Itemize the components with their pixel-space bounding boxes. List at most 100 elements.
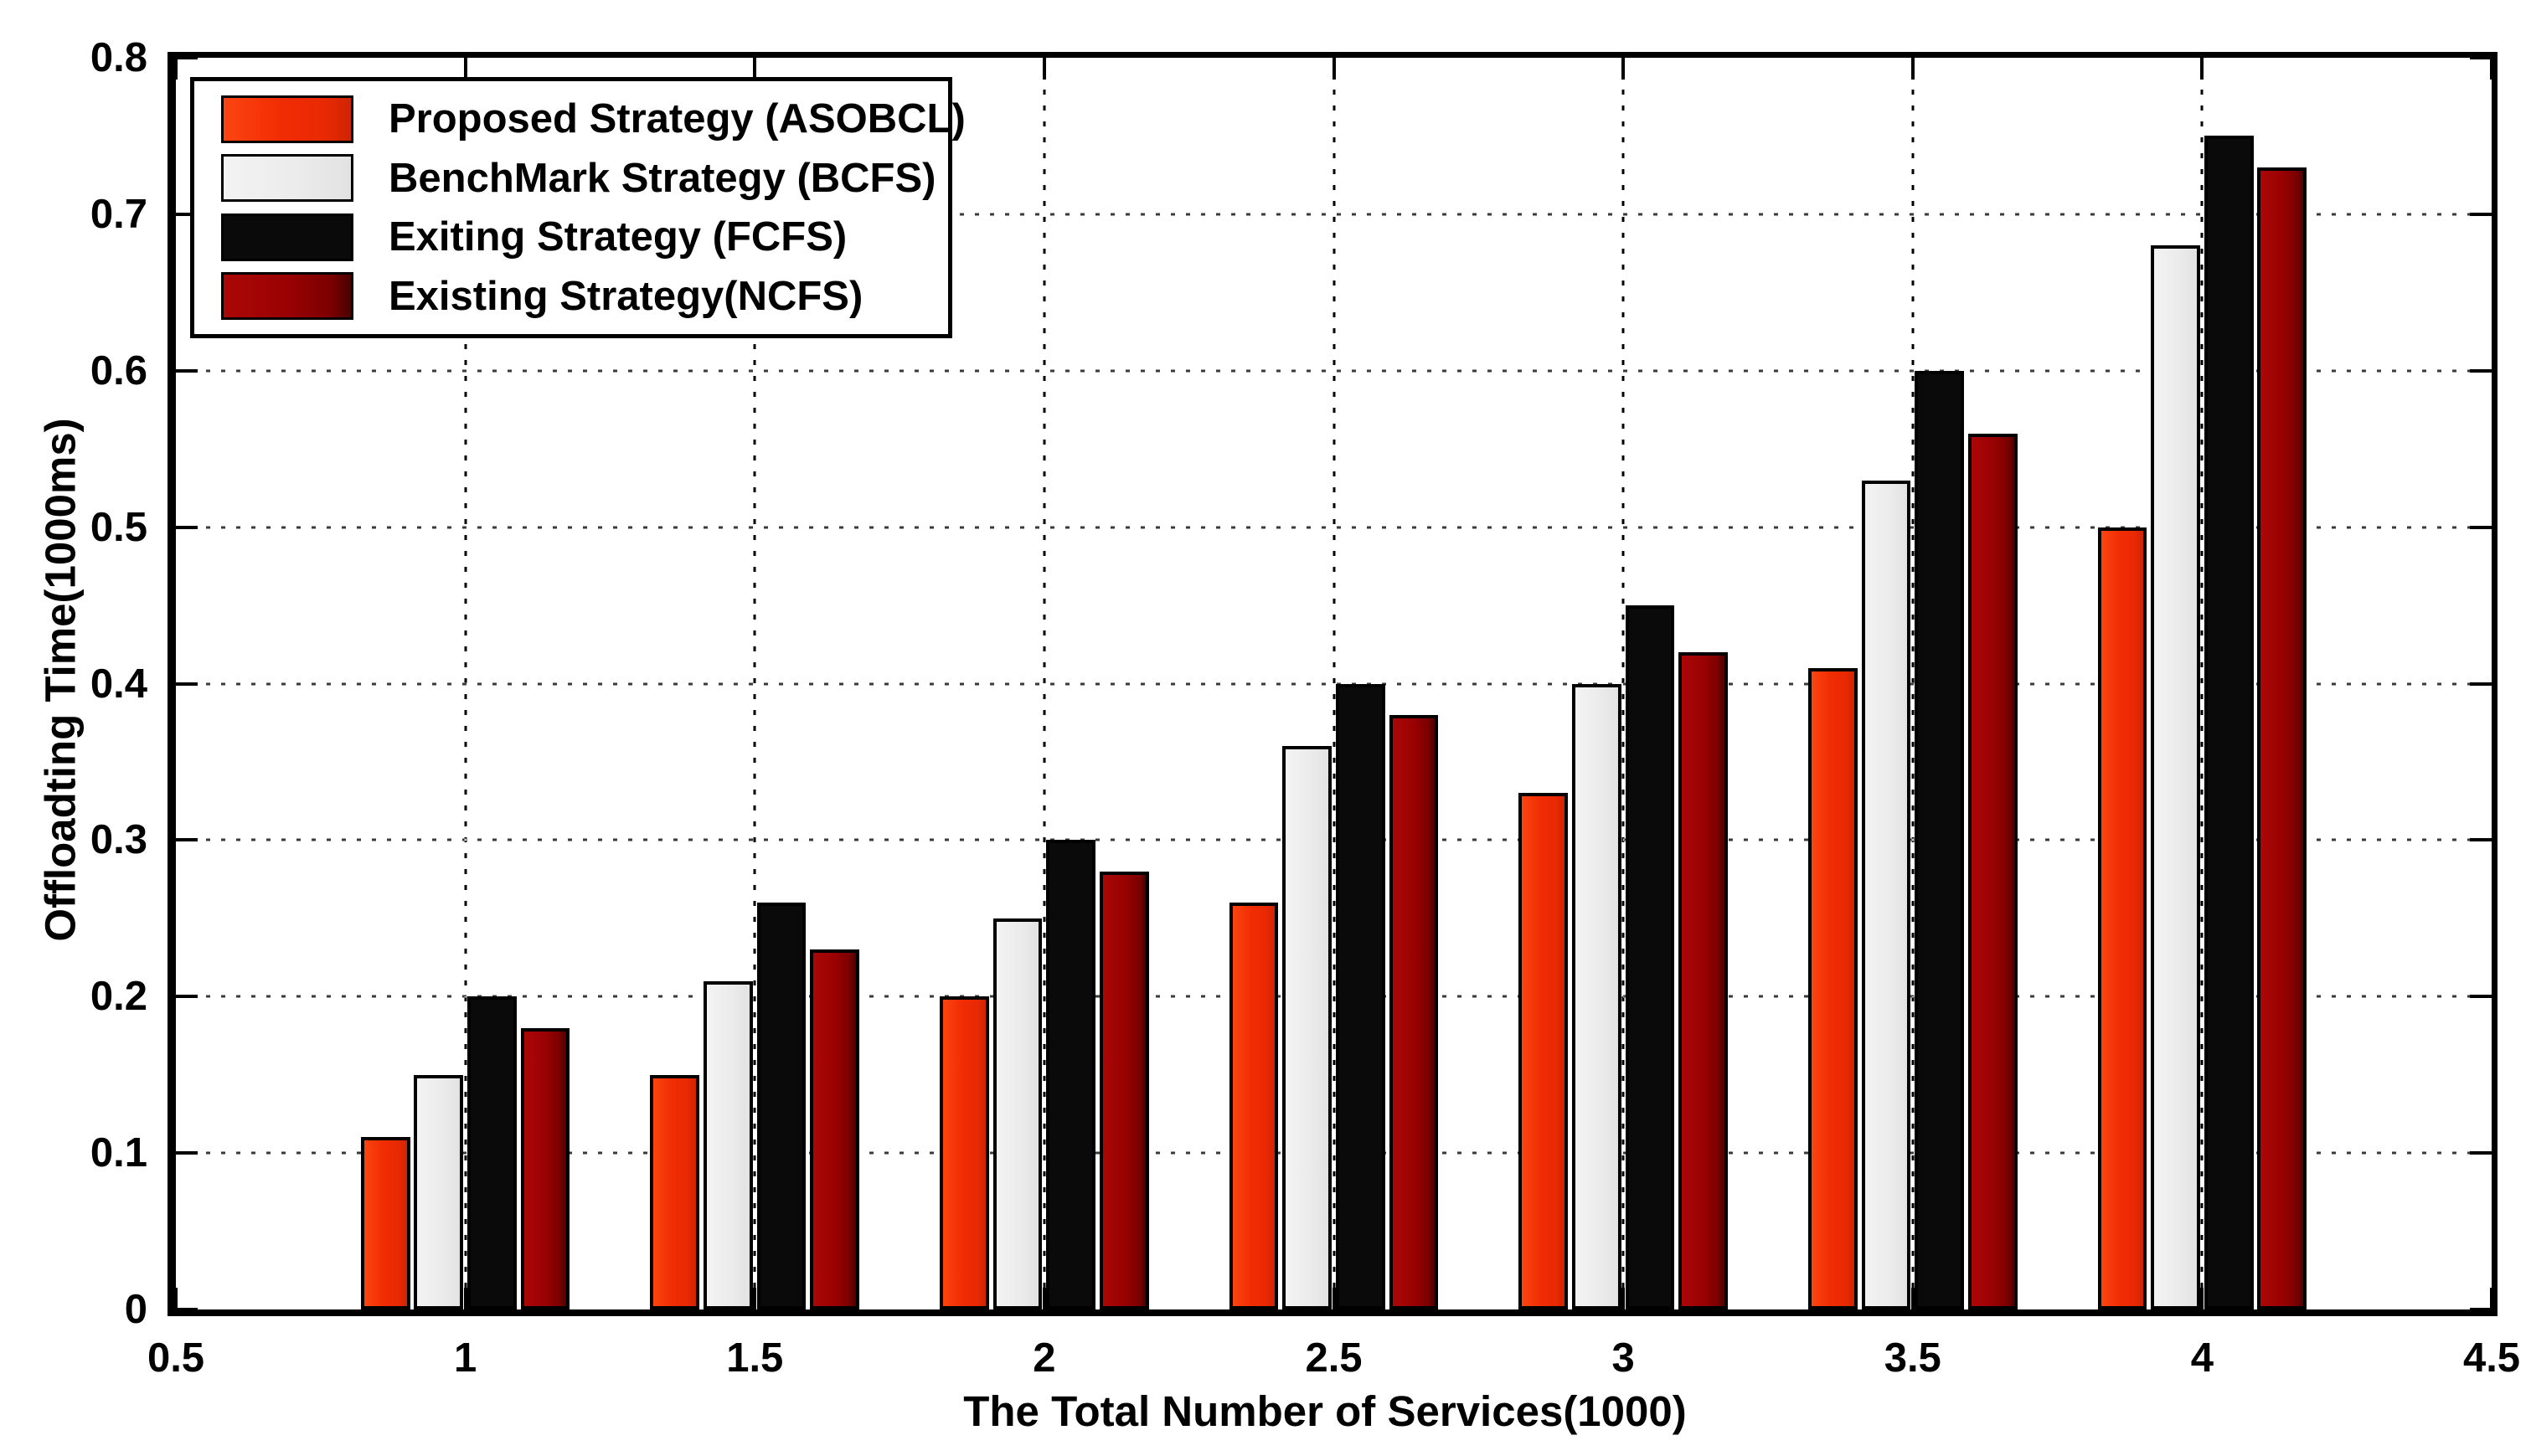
- x-tick-mark: [753, 1288, 757, 1309]
- legend-item-ncfs: Existing Strategy(NCFS): [221, 272, 940, 321]
- y-tick-mark-right: [2470, 838, 2492, 842]
- legend-label-fcfs: Exiting Strategy (FCFS): [389, 214, 848, 260]
- x-tick-mark-top: [1621, 58, 1626, 80]
- y-tick-label: 0.6: [90, 347, 147, 394]
- bar: [1046, 840, 1096, 1309]
- x-tick-label: 1: [453, 1335, 477, 1381]
- x-tick-label: 2.5: [1305, 1335, 1363, 1381]
- legend: Proposed Strategy (ASOBCL) BenchMark Str…: [190, 77, 966, 338]
- y-tick-mark-right: [2470, 682, 2492, 686]
- bar: [1099, 871, 1149, 1309]
- x-tick-mark: [174, 1288, 178, 1309]
- bar: [1678, 652, 1728, 1309]
- y-tick-mark-right: [2470, 995, 2492, 999]
- bar: [414, 1074, 464, 1309]
- y-tick-mark: [176, 1151, 198, 1155]
- x-tick-mark: [1621, 1288, 1626, 1309]
- y-tick-label: 0.3: [90, 817, 147, 863]
- legend-label-bcfs: BenchMark Strategy (BCFS): [389, 155, 936, 201]
- bar: [1571, 683, 1621, 1309]
- bar: [1915, 370, 1964, 1309]
- y-tick-mark-right: [2470, 212, 2492, 216]
- plot-area: 0.5 1 1.5 2 2.5 3 3.5 4 4.5 0 0.1 0.2 0.3 0.4 0.5 0.6 0.…: [90, 35, 2520, 1381]
- x-tick-label: 2: [1033, 1335, 1056, 1381]
- bar: [2097, 527, 2147, 1309]
- bar: [650, 1074, 700, 1309]
- legend-swatch-asobcl: [221, 95, 353, 143]
- bar: [1967, 433, 2018, 1309]
- x-tick-mark: [2200, 1288, 2204, 1309]
- v-gridline: [1333, 58, 1335, 1309]
- y-tick-label: 0.1: [90, 1130, 147, 1176]
- bar: [2204, 136, 2254, 1309]
- y-tick-label: 0: [124, 1287, 147, 1332]
- bar: [1518, 793, 1569, 1309]
- y-tick-mark: [176, 368, 198, 373]
- x-tick-mark: [1332, 1288, 1336, 1309]
- bar: [704, 980, 753, 1309]
- x-tick-label: 4.5: [2462, 1335, 2521, 1381]
- y-tick-mark: [176, 1308, 198, 1311]
- v-gridline: [1911, 58, 1915, 1309]
- v-gridline: [1043, 58, 1046, 1309]
- bar: [520, 1027, 570, 1309]
- x-tick-mark: [463, 1288, 467, 1309]
- legend-label-ncfs: Existing Strategy(NCFS): [389, 273, 863, 319]
- legend-swatch-fcfs: [221, 213, 353, 261]
- x-tick-mark: [2490, 1288, 2493, 1309]
- legend-swatch-bcfs: [221, 154, 353, 203]
- x-tick-label: 3.5: [1884, 1335, 1941, 1381]
- y-tick-label: 0.8: [90, 35, 147, 80]
- y-tick-mark-right: [2470, 1308, 2492, 1311]
- x-tick-mark-top: [174, 58, 178, 80]
- legend-item-fcfs: Exiting Strategy (FCFS): [221, 213, 940, 261]
- bar: [1625, 605, 1675, 1309]
- y-tick-label: 0.7: [90, 191, 147, 237]
- legend-label-asobcl: Proposed Strategy (ASOBCL): [389, 96, 966, 142]
- v-gridline: [464, 58, 467, 1309]
- x-axis-label: The Total Number of Services(1000): [963, 1387, 1687, 1435]
- y-tick-mark-right: [2470, 1151, 2492, 1155]
- bar: [992, 918, 1043, 1309]
- bar: [810, 949, 859, 1309]
- y-tick-mark: [176, 525, 198, 529]
- bar: [756, 903, 807, 1309]
- y-tick-label: 0.5: [90, 504, 147, 550]
- y-axis-label: Offloadting Time(1000ms): [36, 418, 85, 942]
- bar: [1807, 667, 1858, 1309]
- x-tick-mark-top: [1042, 58, 1046, 80]
- y-tick-mark: [176, 995, 198, 999]
- legend-item-asobcl: Proposed Strategy (ASOBCL): [221, 95, 966, 143]
- x-tick-label: 3: [1611, 1335, 1635, 1381]
- x-tick-mark-top: [753, 58, 757, 80]
- bar: [2257, 167, 2307, 1309]
- legend-swatch-ncfs: [221, 272, 353, 321]
- x-tick-mark-top: [2490, 58, 2493, 80]
- bar: [1282, 746, 1333, 1309]
- y-tick-label: 0.4: [90, 661, 147, 707]
- bar: [1389, 714, 1439, 1309]
- bar: [1861, 480, 1911, 1309]
- v-gridline: [1621, 58, 1625, 1309]
- v-gridline: [2200, 58, 2204, 1309]
- y-tick-mark-right: [2470, 368, 2492, 373]
- y-tick-mark: [176, 838, 198, 842]
- y-tick-label: 0.2: [90, 974, 147, 1020]
- x-tick-mark-top: [463, 58, 467, 80]
- y-tick-mark: [176, 682, 198, 686]
- bar: [1229, 903, 1279, 1309]
- x-tick-label: 0.5: [147, 1335, 205, 1381]
- bar: [2151, 245, 2200, 1309]
- x-tick-label: 4: [2190, 1335, 2214, 1381]
- bar: [360, 1137, 410, 1309]
- y-tick-mark: [176, 56, 198, 59]
- x-tick-mark-top: [1910, 58, 1915, 80]
- y-tick-mark-right: [2470, 525, 2492, 529]
- y-tick-mark: [176, 212, 198, 216]
- x-tick-label: 1.5: [726, 1335, 784, 1381]
- bar: [467, 996, 517, 1309]
- y-tick-mark-right: [2470, 56, 2492, 59]
- x-tick-mark: [1910, 1288, 1915, 1309]
- legend-item-bcfs: BenchMark Strategy (BCFS): [221, 154, 940, 203]
